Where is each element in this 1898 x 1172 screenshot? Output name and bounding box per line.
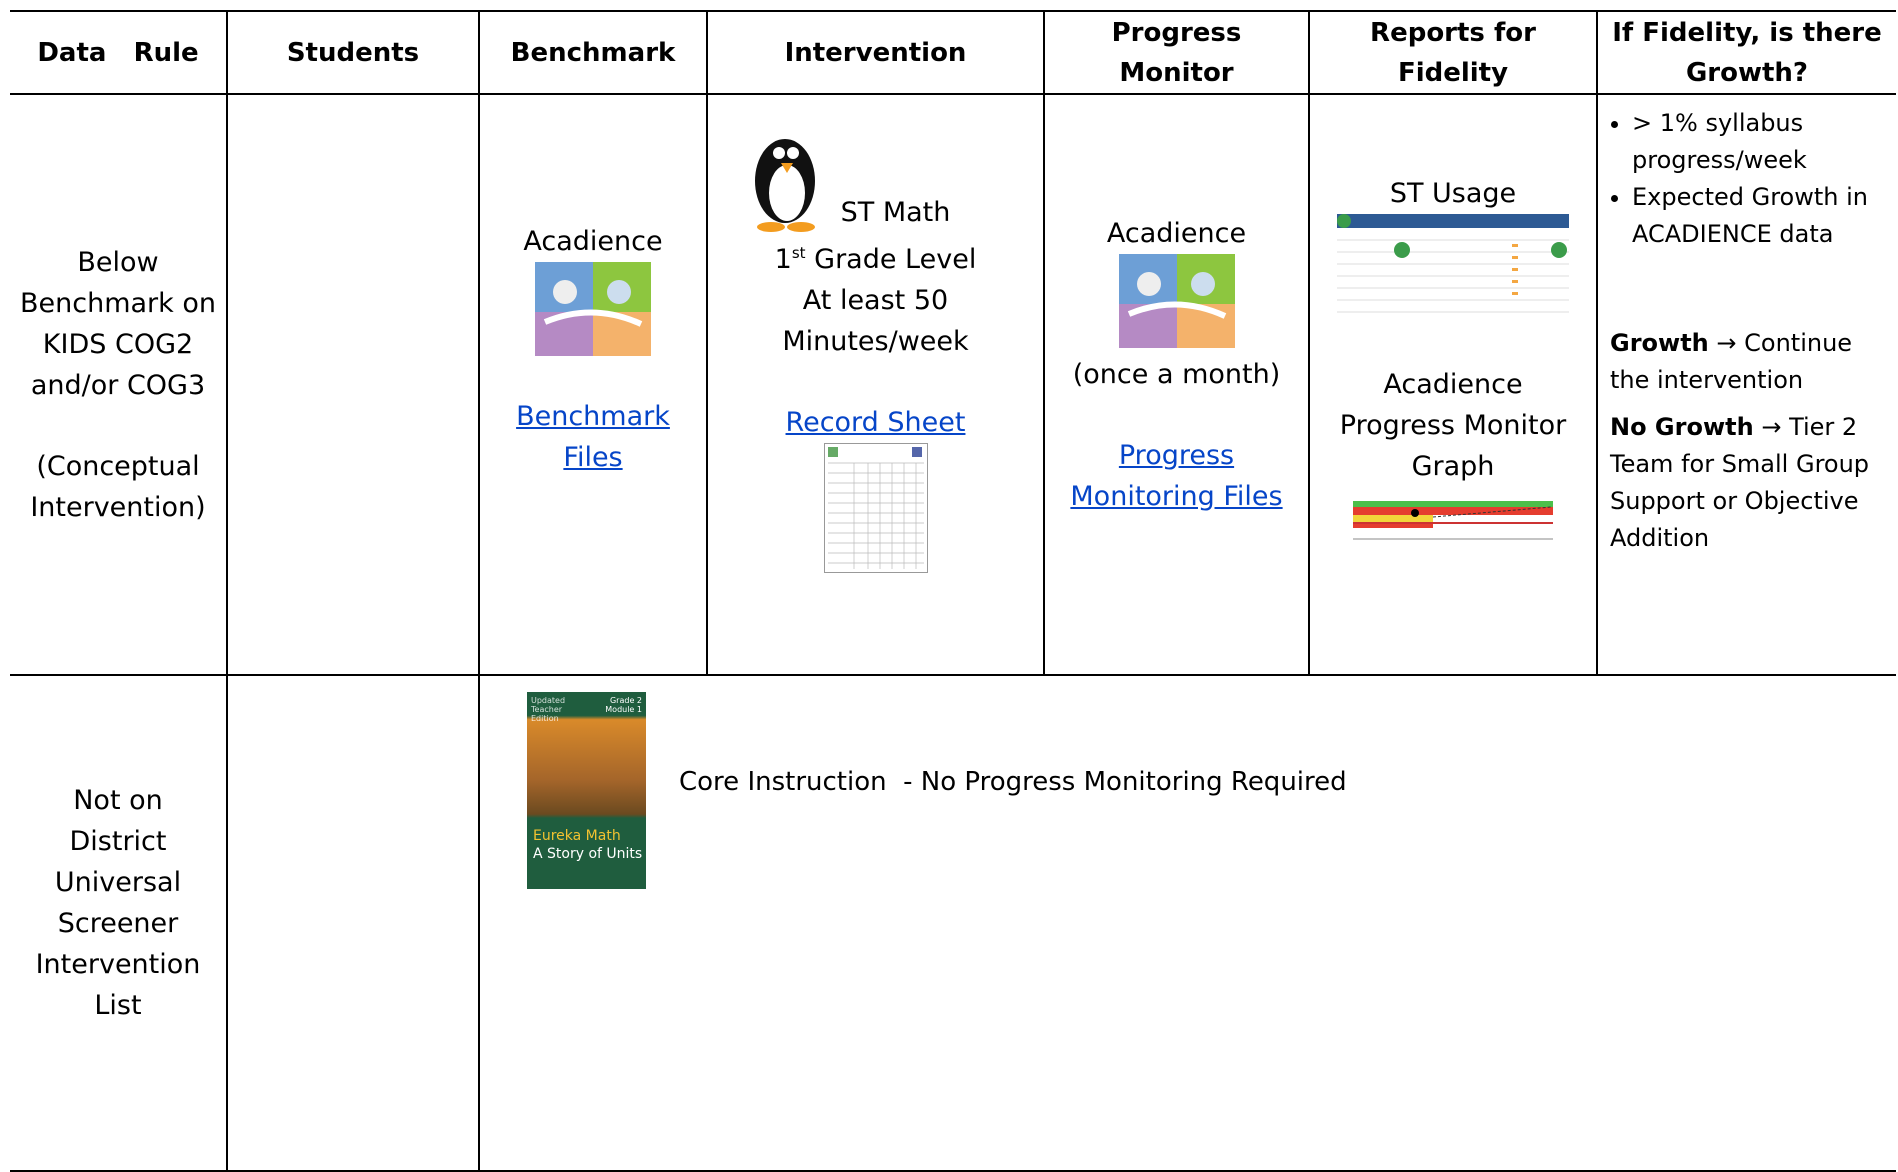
book-title: Eureka Math xyxy=(533,828,621,844)
data-rule-note: (Conceptual Intervention) xyxy=(30,450,206,523)
header: Data Rule xyxy=(10,10,228,95)
criterion: > 1% syllabus progress/week xyxy=(1632,105,1886,179)
data-rule: Not on District Universal Screener Inter… xyxy=(35,785,201,1021)
row: Not on District Universal Screener Inter… xyxy=(10,674,1896,1172)
header: Students xyxy=(226,10,480,95)
students-cell xyxy=(226,674,480,1172)
graph-label: Acadience Progress Monitor Graph xyxy=(1339,368,1567,482)
header: If Fidelity, is there Growth? xyxy=(1596,10,1896,95)
link[interactable]: Progress Monitoring Files xyxy=(1070,439,1283,512)
data-rule: Below Benchmark on KIDS COG2 and/or COG3 xyxy=(19,246,216,401)
book-grade: Grade 2 xyxy=(609,696,642,705)
book-module: Module 1 xyxy=(605,705,642,714)
core-cell: Updated Teacher Edition Grade 2 Module 1 … xyxy=(478,674,1896,1172)
label: Acadience xyxy=(523,226,663,257)
outcome-text: Continue the intervention xyxy=(1610,329,1853,394)
acadience-logo xyxy=(535,262,651,356)
book-edition: Updated Teacher Edition xyxy=(531,696,566,723)
outcome: Growth → Continue the intervention xyxy=(1610,325,1886,399)
data-rule-cell: Not on District Universal Screener Inter… xyxy=(10,674,228,1172)
record-sheet-thumbnail xyxy=(823,442,928,573)
link[interactable]: Benchmark Files xyxy=(516,401,670,473)
book-subtitle: A Story of Units xyxy=(533,846,643,862)
criteria-list: > 1% syllabus progress/week Expected Gro… xyxy=(1610,105,1886,253)
criterion: Expected Growth in ACADIENCE data xyxy=(1632,179,1886,253)
outcome-label: No Growth xyxy=(1610,413,1754,441)
usage-label: ST Usage xyxy=(1389,177,1517,209)
reports-cell: ST Usage Acadience Progress Monitor Grap… xyxy=(1308,93,1598,676)
data-rule-cell: Below Benchmark on KIDS COG2 and/or COG3… xyxy=(10,93,228,676)
intervention-table: Data Rule Students Benchmark Interventio… xyxy=(10,10,1896,1172)
usage-report-thumbnail xyxy=(1337,213,1569,312)
growth-cell: > 1% syllabus progress/week Expected Gro… xyxy=(1596,93,1896,676)
progress-monitor-cell: Acadience (once a month) Progress Monito… xyxy=(1043,93,1310,676)
arrow: → xyxy=(1761,413,1782,441)
program: ST Math xyxy=(840,196,951,228)
header: Reports for Fidelity xyxy=(1308,10,1598,95)
progress-graph-thumbnail xyxy=(1353,500,1553,539)
frequency: (once a month) xyxy=(1072,358,1281,390)
row: Below Benchmark on KIDS COG2 and/or COG3… xyxy=(10,93,1896,676)
header: Benchmark xyxy=(478,10,708,95)
outcome: No Growth → Tier 2 Team for Small Group … xyxy=(1610,409,1886,557)
acadience-logo xyxy=(1118,253,1235,348)
level: Grade Level xyxy=(814,243,977,275)
students-cell xyxy=(226,93,480,676)
header: Intervention xyxy=(706,10,1045,95)
header-row: Data Rule Students Benchmark Interventio… xyxy=(10,10,1896,95)
label: Acadience xyxy=(1106,217,1247,249)
time: At least 50 Minutes/week xyxy=(782,284,969,357)
outcome-label: Growth xyxy=(1610,329,1709,357)
header: Progress Monitor xyxy=(1043,10,1310,95)
ordinal: 1 xyxy=(774,243,792,275)
arrow: → xyxy=(1716,329,1737,357)
outcome-text: Tier 2 Team for Small Group Support or O… xyxy=(1610,413,1870,552)
penguin-icon xyxy=(754,138,815,232)
book-cover: Updated Teacher Edition Grade 2 Module 1 … xyxy=(527,692,646,889)
intervention-cell: ST Math 1st Grade Level At least 50 Minu… xyxy=(706,93,1045,676)
link[interactable]: Record Sheet xyxy=(785,406,966,438)
note: Core Instruction - No Progress Monitorin… xyxy=(679,767,1347,797)
benchmark-cell: Acadience Benchmark Files xyxy=(478,93,708,676)
ordinal-suffix: st xyxy=(791,243,806,262)
